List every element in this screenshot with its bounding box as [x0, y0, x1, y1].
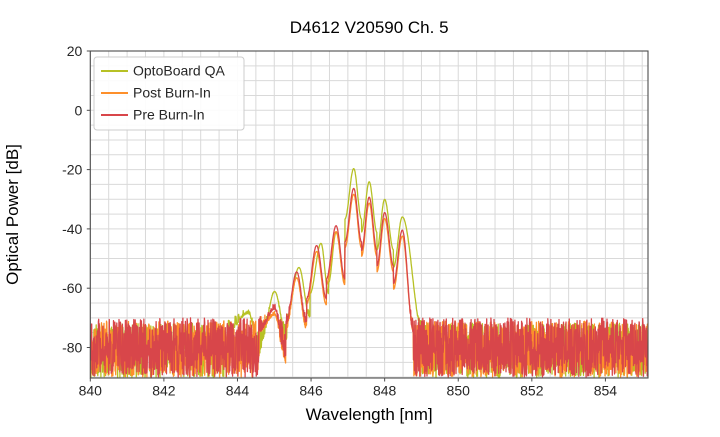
svg-text:-40: -40 — [62, 221, 82, 237]
svg-text:20: 20 — [67, 43, 83, 59]
svg-text:852: 852 — [520, 383, 544, 399]
svg-text:842: 842 — [152, 383, 176, 399]
svg-text:-60: -60 — [62, 280, 82, 296]
svg-text:D4612 V20590 Ch. 5: D4612 V20590 Ch. 5 — [290, 18, 449, 37]
svg-text:854: 854 — [594, 383, 618, 399]
svg-text:Optical Power [dB]: Optical Power [dB] — [3, 144, 22, 285]
svg-text:840: 840 — [79, 383, 103, 399]
svg-text:848: 848 — [373, 383, 397, 399]
svg-text:-20: -20 — [62, 162, 82, 178]
svg-text:Pre Burn-In: Pre Burn-In — [133, 107, 205, 123]
svg-text:-80: -80 — [62, 340, 82, 356]
svg-text:Wavelength [nm]: Wavelength [nm] — [306, 405, 433, 424]
svg-text:0: 0 — [75, 102, 83, 118]
svg-text:OptoBoard QA: OptoBoard QA — [133, 63, 225, 79]
svg-text:846: 846 — [299, 383, 323, 399]
svg-text:Post Burn-In: Post Burn-In — [133, 85, 211, 101]
svg-text:850: 850 — [447, 383, 471, 399]
svg-text:844: 844 — [226, 383, 250, 399]
